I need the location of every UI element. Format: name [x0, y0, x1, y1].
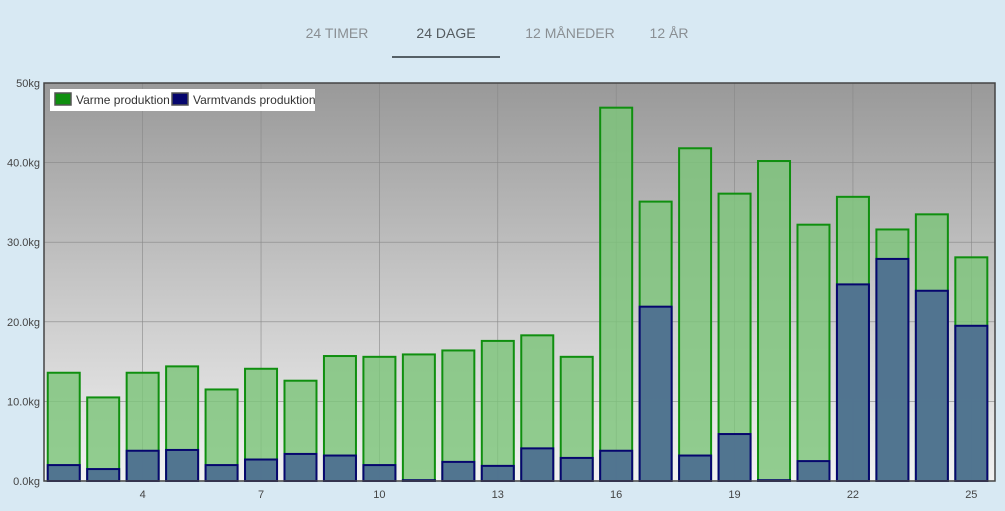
bar-varme-16: [599, 106, 634, 483]
x-tick-label-5: 19: [728, 489, 740, 501]
bar-varmtvand-14: [520, 447, 555, 483]
bar-varmtvand-24: [914, 289, 949, 483]
bar-varmtvand-13: [480, 464, 515, 483]
bar-varmtvand-7: [244, 458, 279, 482]
x-tick-label-7: 25: [965, 489, 977, 501]
bar-varmtvand-22: [835, 283, 870, 482]
x-axis: 4 7 10 13 16 19 22 25: [140, 489, 978, 501]
tab-12-maaneder[interactable]: 12 MÅNEDER: [525, 25, 615, 41]
bar-varmtvand-17: [638, 305, 673, 482]
y-tick-label-4: 40.0kg: [7, 158, 40, 170]
x-tick-label-0: 4: [140, 489, 146, 501]
bar-varme-12: [441, 349, 476, 482]
bar-varmtvand-2: [46, 464, 81, 482]
y-tick-label-1: 10.0kg: [7, 396, 40, 408]
y-tick-label-2: 20.0kg: [7, 317, 40, 329]
legend-swatch-varmtvand: [171, 92, 189, 106]
bar-varme-3: [86, 396, 121, 483]
bar-varmtvand-9: [322, 454, 357, 483]
period-tabs: 24 TIMER 24 DAGE 12 MÅNEDER 12 ÅR: [282, 14, 698, 58]
tab-24-dage[interactable]: 24 DAGE: [392, 14, 500, 58]
plot-frame: [43, 82, 996, 482]
bar-varmtvand-23: [875, 257, 910, 482]
bar-varme-20: [757, 160, 792, 482]
bar-varmtvand-21: [796, 460, 831, 483]
x-tick-label-2: 10: [373, 489, 385, 501]
y-tick-label-3: 30.0kg: [7, 237, 40, 249]
y-tick-label-0: 0.0kg: [13, 476, 40, 488]
bar-varme-21: [796, 223, 831, 483]
bar-varme-2: [46, 371, 81, 482]
bar-varmtvand-5: [165, 448, 200, 482]
bar-varmtvand-6: [204, 464, 239, 482]
bar-varmtvand-25: [954, 324, 989, 482]
bar-varme-10: [362, 355, 397, 483]
bar-varmtvand-18: [678, 454, 713, 483]
bar-varme-13: [480, 339, 515, 482]
legend: Varme produktion Varmtvands produktion: [50, 89, 316, 111]
bar-varmtvand-15: [559, 456, 594, 482]
x-tick-label-4: 16: [610, 489, 622, 501]
bar-varmtvand-10: [362, 464, 397, 482]
legend-label-varmtvand: Varmtvands produktion: [193, 93, 316, 107]
bar-varmtvand-19: [717, 433, 752, 483]
legend-label-varme: Varme produktion: [76, 93, 170, 107]
bar-varmtvand-16: [599, 449, 634, 483]
bar-varme-18: [678, 147, 713, 482]
x-tick-label-6: 22: [847, 489, 859, 501]
tab-24-timer[interactable]: 24 TIMER: [305, 25, 369, 41]
bar-varmtvand-3: [86, 468, 121, 482]
y-tick-label-5: 50kg: [16, 78, 40, 90]
bar-varmtvand-12: [441, 460, 476, 482]
tab-12-aar[interactable]: 12 ÅR: [649, 25, 689, 41]
bar-varmtvand-4: [125, 449, 160, 483]
bar-varmtvand-8: [283, 452, 318, 483]
y-axis: 0.0kg 10.0kg 20.0kg 30.0kg 40.0kg 50kg: [7, 78, 40, 488]
bar-varme-11: [401, 353, 436, 483]
x-tick-label-1: 7: [258, 489, 264, 501]
legend-swatch-varme: [54, 92, 72, 106]
x-tick-label-3: 13: [492, 489, 504, 501]
